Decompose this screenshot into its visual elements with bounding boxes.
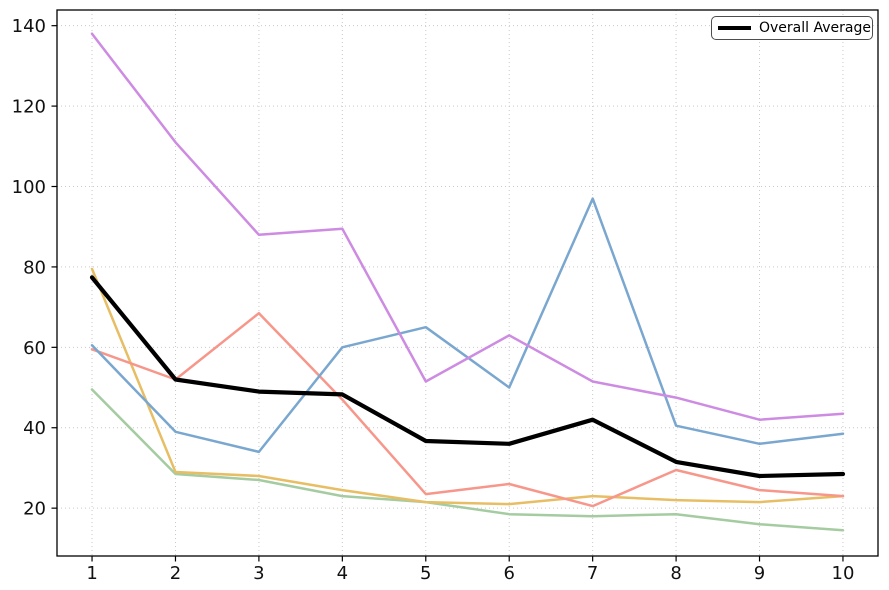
x-tick-label: 10 <box>832 563 855 584</box>
series-line-salmon <box>90 311 845 508</box>
x-tick-label: 4 <box>337 563 348 584</box>
legend-line-sample <box>718 26 751 30</box>
series-line-overall-average <box>89 275 846 479</box>
legend: Overall Average <box>711 16 873 40</box>
series-line-gold <box>90 267 845 506</box>
y-tick-label: 80 <box>23 257 46 278</box>
y-tick-label: 100 <box>12 177 46 198</box>
y-tick-label: 140 <box>12 16 46 37</box>
x-tick-label: 8 <box>670 563 681 584</box>
series-line-violet <box>90 32 845 421</box>
y-tick-label: 40 <box>23 418 46 439</box>
y-tick-label: 60 <box>23 338 46 359</box>
x-tick-label: 9 <box>754 563 765 584</box>
x-tick-label: 5 <box>420 563 431 584</box>
y-tick-label: 120 <box>12 97 46 118</box>
y-tick-label: 20 <box>23 499 46 520</box>
plot-area <box>57 10 878 556</box>
x-tick-label: 3 <box>253 563 264 584</box>
axes-box <box>56 9 879 557</box>
x-tick-label: 1 <box>86 563 97 584</box>
x-tick-label: 2 <box>170 563 181 584</box>
x-tick-label: 7 <box>587 563 598 584</box>
legend-label: Overall Average <box>759 19 871 36</box>
series-line-green <box>90 388 845 532</box>
x-tick-label: 6 <box>503 563 514 584</box>
